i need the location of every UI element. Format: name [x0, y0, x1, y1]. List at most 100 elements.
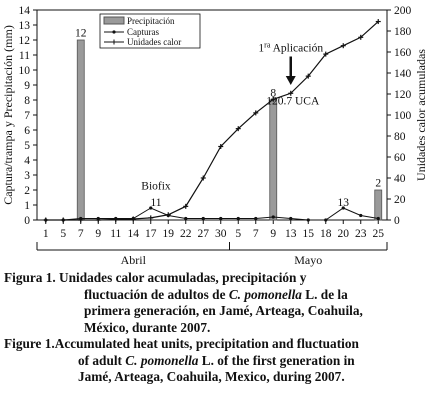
- capturas-point: [201, 216, 205, 221]
- precipitation-bars: [76, 39, 383, 221]
- capturas-line: [45, 207, 379, 221]
- chart-annotation: 13: [338, 197, 350, 209]
- caption-en-text-2b: L. of the first generation in: [198, 352, 355, 368]
- y-left-tick-label: 8: [24, 95, 30, 107]
- chart-annotation: 1ra Aplicación: [258, 40, 323, 54]
- y-left-axis-title: Captura/trampa y Precipitación (mm): [1, 25, 15, 205]
- y-right-tick-label: 180: [394, 26, 412, 38]
- legend-label: Capturas: [127, 27, 159, 37]
- x-tick-label: 7: [78, 228, 84, 240]
- caption-es-text-2a: fluctuación de adultos de: [84, 286, 229, 302]
- x-tick-label: 15: [303, 228, 315, 240]
- y-left-tick-label: 5: [24, 140, 30, 152]
- y-left-tick-label: 9: [24, 80, 30, 92]
- legend-swatch-precipitacion: [103, 16, 125, 25]
- caption-english: Figure 1.Accumulated heat units, precipi…: [4, 336, 427, 386]
- capturas-point: [306, 218, 310, 222]
- caption-es-species: C. pomonella: [228, 286, 302, 302]
- x-tick-label: 19: [163, 228, 175, 240]
- caption-spanish: Figura 1. Unidades calor acumuladas, pre…: [4, 270, 427, 336]
- plot-frame: [36, 9, 388, 221]
- y-left-tick-label: 6: [24, 125, 30, 137]
- caption-es-line-1: Figura 1. Unidades calor acumuladas, pre…: [4, 270, 427, 287]
- capturas-point: [219, 216, 223, 221]
- legend-swatch-capturas-dot: [112, 30, 116, 34]
- x-tick-label: 25: [373, 228, 385, 240]
- y-right-axis-title: Unidades calor acumuladas: [414, 49, 428, 181]
- capturas-point: [359, 213, 363, 218]
- chart-annotation: 2: [375, 177, 381, 189]
- chart-annotation: 8: [270, 87, 276, 99]
- y-right-tick-label: 160: [394, 47, 412, 59]
- x-tick-label: 11: [110, 228, 121, 240]
- x-tick-label: 17: [145, 228, 157, 240]
- y-right-tick-label: 0: [394, 215, 400, 227]
- caption-es-label: Figura 1.: [4, 270, 56, 285]
- month-label: Mayo: [294, 253, 322, 267]
- y-right-tick-label: 60: [394, 152, 406, 164]
- precipitation-bar: [269, 99, 278, 221]
- caption-es-line-2: fluctuación de adultos de C. pomonella L…: [4, 287, 427, 304]
- x-tick-label: 13: [285, 228, 297, 240]
- y-right-tick-label: 40: [394, 173, 406, 185]
- y-left-tick-label: 1: [24, 200, 30, 212]
- x-tick-label: 22: [180, 228, 192, 240]
- x-tick-label: 5: [235, 228, 241, 240]
- capturas-point: [341, 206, 345, 210]
- legend-label: Precipitación: [127, 16, 175, 26]
- caption-es-line-3: primera generación, en Jamé, Arteaga, Co…: [84, 303, 363, 318]
- capturas-point: [271, 215, 275, 219]
- chart-lines: [43, 19, 381, 223]
- caption-en-line-3: Jamé, Arteaga, Coahuila, Mexico, during …: [78, 369, 345, 384]
- y-left-tick-label: 12: [19, 35, 31, 47]
- x-tick-label: 5: [60, 228, 66, 240]
- y-left-tick-label: 13: [19, 20, 31, 32]
- y-right-tick-label: 20: [394, 194, 406, 206]
- caption-en-text-1: Accumulated heat units, precipitation an…: [54, 336, 359, 351]
- y-left-tick-label: 4: [24, 155, 30, 167]
- caption-en-line-1: Figure 1.Accumulated heat units, precipi…: [4, 336, 427, 353]
- y-right-tick-label: 100: [394, 110, 412, 122]
- x-tick-label: 1: [43, 228, 49, 240]
- caption-en-label: Figure 1.: [4, 336, 55, 351]
- legend-label: Unidades calor: [127, 37, 181, 47]
- precipitation-bar: [374, 189, 383, 221]
- x-tick-label: 9: [95, 228, 101, 240]
- caption-en-text-2a: of adult: [78, 352, 126, 368]
- y-left-tick-label: 10: [19, 65, 31, 77]
- capturas-point: [236, 216, 240, 221]
- x-tick-label: 27: [198, 228, 210, 240]
- x-tick-label: 30: [215, 228, 227, 240]
- month-label: Abril: [121, 253, 147, 267]
- y-right-tick-label: 80: [394, 131, 406, 143]
- chart-axes: 0123456789101112131402040608010012014016…: [1, 5, 428, 267]
- chart-annotation: 120.7 UCA: [266, 96, 320, 108]
- caption-en-species: C. pomonella: [125, 352, 199, 368]
- x-tick-label: 7: [253, 228, 259, 240]
- capturas-point: [376, 216, 380, 221]
- capturas-point: [184, 216, 188, 221]
- chart-annotation: 11: [150, 197, 161, 209]
- x-tick-label: 18: [320, 228, 332, 240]
- x-tick-label: 20: [338, 228, 350, 240]
- application-arrow-head: [285, 76, 296, 85]
- caption-es-text-1: Unidades calor acumuladas, precipitación…: [59, 270, 307, 285]
- y-right-tick-label: 200: [394, 5, 412, 17]
- y-left-tick-label: 0: [24, 215, 30, 227]
- capturas-point: [324, 218, 328, 222]
- y-left-tick-label: 11: [19, 50, 30, 62]
- caption-en-line-2: of adult C. pomonella L. of the first ge…: [4, 353, 427, 370]
- y-right-tick-label: 140: [394, 68, 412, 80]
- chart-labels: 12 8 2 Biofix 11 13 1ra Aplicación 120.7 UCA: [75, 27, 381, 209]
- precipitation-bar: [76, 39, 85, 221]
- x-tick-label: 23: [355, 228, 367, 240]
- unidades-calor-line: [45, 21, 379, 221]
- x-tick-label: 14: [128, 228, 140, 240]
- caption-es-line-4: México, durante 2007.: [84, 319, 211, 335]
- capturas-point: [149, 206, 153, 210]
- y-left-tick-label: 7: [24, 110, 30, 122]
- y-left-tick-label: 2: [24, 185, 30, 197]
- chart-annotation: 12: [75, 27, 87, 39]
- y-left-tick-label: 3: [24, 170, 30, 182]
